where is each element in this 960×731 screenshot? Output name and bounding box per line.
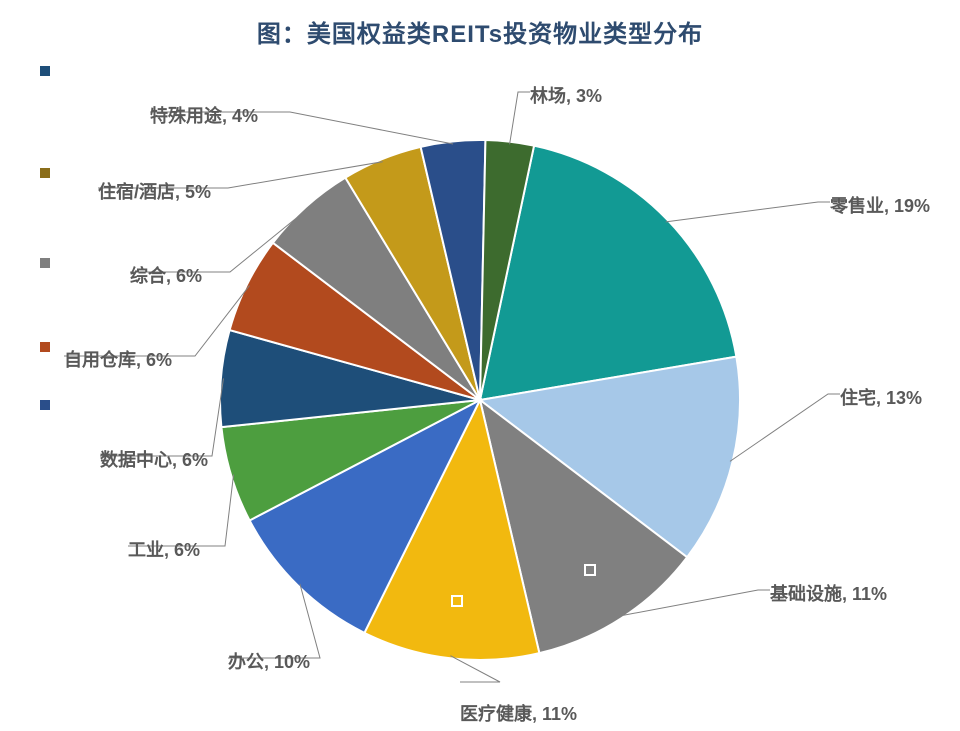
legend-swatch [40, 400, 50, 410]
leader-line [730, 394, 840, 461]
slice-label: 零售业, 19% [830, 192, 930, 218]
slice-label: 住宿/酒店, 5% [98, 178, 211, 204]
slice-label: 工业, 6% [128, 536, 200, 562]
slice-label: 办公, 10% [228, 648, 310, 674]
legend-swatch [40, 168, 50, 178]
slice-label: 基础设施, 11% [770, 580, 887, 606]
slice-label: 林场, 3% [530, 82, 602, 108]
chart-container: 图：美国权益类REITs投资物业类型分布 零售业, 19% 住宅, 13% 基础设施… [0, 0, 960, 731]
legend-swatch [40, 342, 50, 352]
slice-label: 医疗健康, 11% [460, 700, 577, 726]
series-marker-icon [451, 595, 463, 607]
slice-label: 住宅, 13% [840, 384, 922, 410]
slice-label: 数据中心, 6% [100, 446, 208, 472]
leader-line [510, 92, 530, 144]
leader-line [100, 378, 224, 456]
series-marker-icon [584, 564, 596, 576]
chart-title: 图：美国权益类REITs投资物业类型分布 [0, 14, 960, 49]
slice-label: 自用仓库, 6% [64, 346, 172, 372]
legend-swatch [40, 66, 50, 76]
legend-swatch [40, 258, 50, 268]
slice-label: 综合, 6% [130, 262, 202, 288]
pie-chart [220, 140, 740, 665]
slice-label: 特殊用途, 4% [150, 102, 258, 128]
